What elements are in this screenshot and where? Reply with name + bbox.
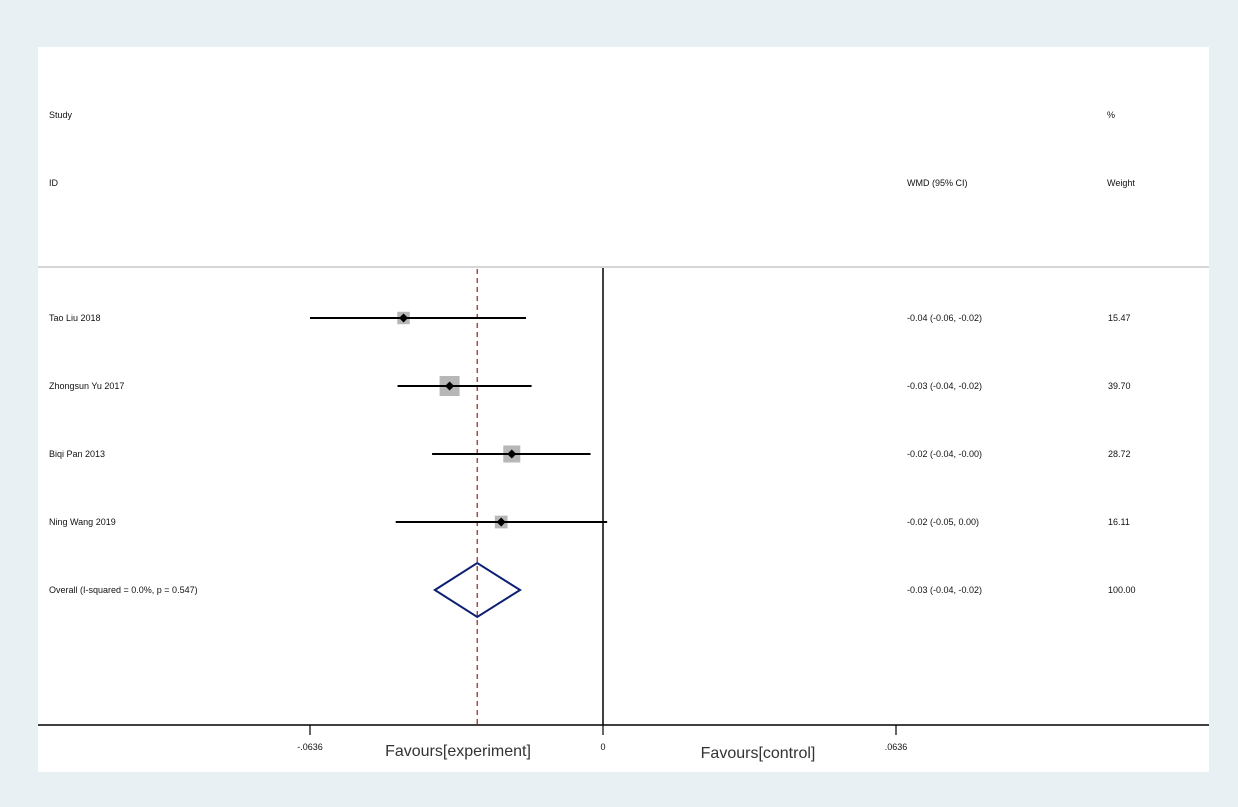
overall-row: Overall (I-squared = 0.0%, p = 0.547) -0.… [49,561,1136,619]
x-tick-label: .0636 [885,742,908,752]
study-row: Zhongsun Yu 2017 -0.03 (-0.04, -0.02) 39.7… [49,376,1131,396]
x-tick-label: 0 [600,742,605,752]
effect-header: WMD (95% CI) [907,178,968,188]
forest-plot: Study ID WMD (95% CI) % Weight Tao Liu 2… [38,110,1209,762]
weight-value: 16.11 [1108,517,1130,527]
study-label: Tao Liu 2018 [49,313,101,323]
x-axis-ticks: -.0636 0 .0636 [297,725,907,752]
point-estimate-marker [445,381,455,391]
weight-header: Weight [1107,178,1135,188]
forest-plot-panel: Study ID WMD (95% CI) % Weight Tao Liu 2… [38,47,1209,772]
weight-percent-header: % [1107,110,1115,120]
effect-estimate-text: -0.03 (-0.04, -0.02) [907,381,982,391]
point-estimate-marker [496,517,506,527]
study-row: Tao Liu 2018 -0.04 (-0.06, -0.02) 15.47 [49,311,1131,325]
overall-weight-value: 100.00 [1108,585,1136,595]
reference-lines [476,268,604,725]
study-label: Zhongsun Yu 2017 [49,381,124,391]
study-label: Biqi Pan 2013 [49,449,105,459]
weight-value: 39.70 [1108,381,1131,391]
overall-diamond [432,561,522,619]
study-row: Biqi Pan 2013 -0.02 (-0.04, -0.00) 28.72 [49,445,1131,463]
favours-control-label: Favours[control] [701,745,816,762]
study-rows: Tao Liu 2018 -0.04 (-0.06, -0.02) 15.47 Zho… [49,311,1131,529]
effect-estimate-text: -0.02 (-0.05, 0.00) [907,517,979,527]
x-tick-label: -.0636 [297,742,323,752]
point-estimate-marker [399,313,409,323]
study-label: Ning Wang 2019 [49,517,116,527]
weight-value: 15.47 [1108,313,1131,323]
point-estimate-marker [507,449,517,459]
effect-estimate-text: -0.04 (-0.06, -0.02) [907,313,982,323]
favours-experiment-label: Favours[experiment] [385,743,531,760]
study-row: Ning Wang 2019 -0.02 (-0.05, 0.00) 16.11 [49,515,1130,529]
weight-value: 28.72 [1108,449,1131,459]
overall-effect-text: -0.03 (-0.04, -0.02) [907,585,982,595]
id-header: ID [49,178,59,188]
overall-label: Overall (I-squared = 0.0%, p = 0.547) [49,585,198,595]
study-header: Study [49,110,73,120]
effect-estimate-text: -0.02 (-0.04, -0.00) [907,449,982,459]
